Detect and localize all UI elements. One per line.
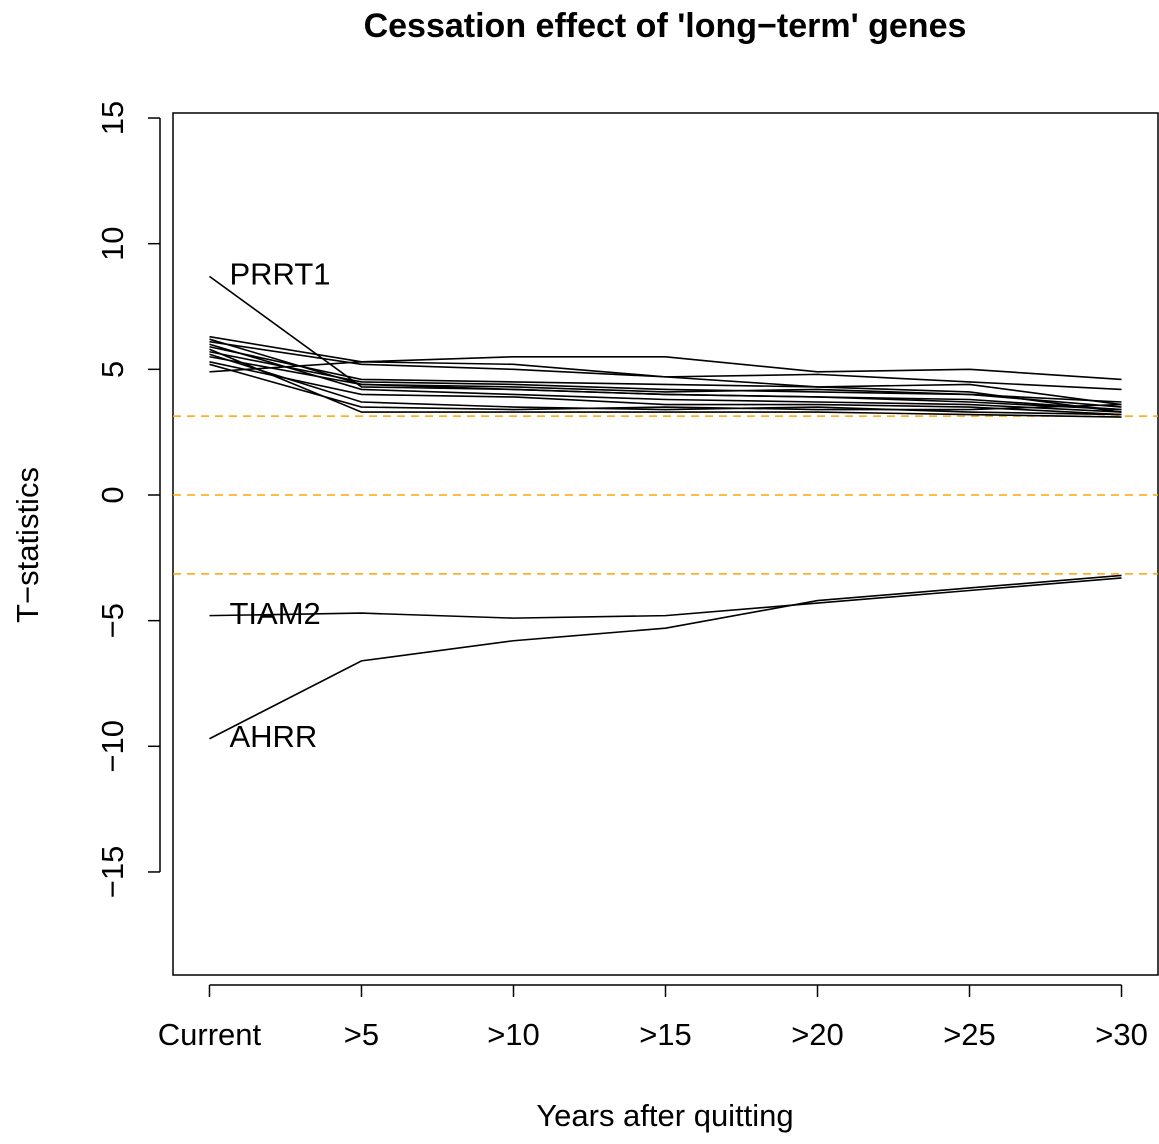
y-tick-label: 5 — [95, 361, 130, 378]
series-line — [209, 335, 1122, 381]
x-tick-label: >10 — [487, 1017, 540, 1052]
y-tick-label: 15 — [95, 101, 130, 135]
x-axis-title: Years after quitting — [536, 1098, 793, 1133]
plot-frame — [172, 112, 1159, 976]
series-line — [209, 577, 1122, 619]
x-tick-label: >5 — [344, 1017, 379, 1052]
x-tick-label: >25 — [943, 1017, 996, 1052]
series-line — [209, 361, 1122, 416]
series-line — [209, 574, 1122, 740]
x-tick-label: >15 — [639, 1017, 692, 1052]
y-tick-label: 10 — [95, 226, 130, 260]
x-tick-label: Current — [158, 1017, 262, 1052]
x-tick-label: >20 — [791, 1017, 844, 1052]
x-tick-label: >30 — [1095, 1017, 1148, 1052]
line-label: TIAM2 — [229, 596, 320, 631]
line-label: AHRR — [229, 719, 317, 754]
y-tick-label: −10 — [95, 720, 130, 773]
series-line — [209, 353, 1122, 416]
series-line — [209, 363, 1122, 411]
y-axis-title: T−statistics — [10, 467, 45, 623]
series-line — [209, 338, 1122, 403]
line-label: PRRT1 — [229, 257, 330, 292]
y-tick-label: 0 — [95, 486, 130, 503]
chart-title: Cessation effect of 'long−term' genes — [364, 7, 967, 45]
series-line — [209, 360, 1122, 413]
y-tick-label: −5 — [95, 603, 130, 638]
series-line — [209, 345, 1122, 406]
y-tick-label: −15 — [95, 846, 130, 899]
series-line — [209, 348, 1122, 418]
series-line — [209, 343, 1122, 413]
